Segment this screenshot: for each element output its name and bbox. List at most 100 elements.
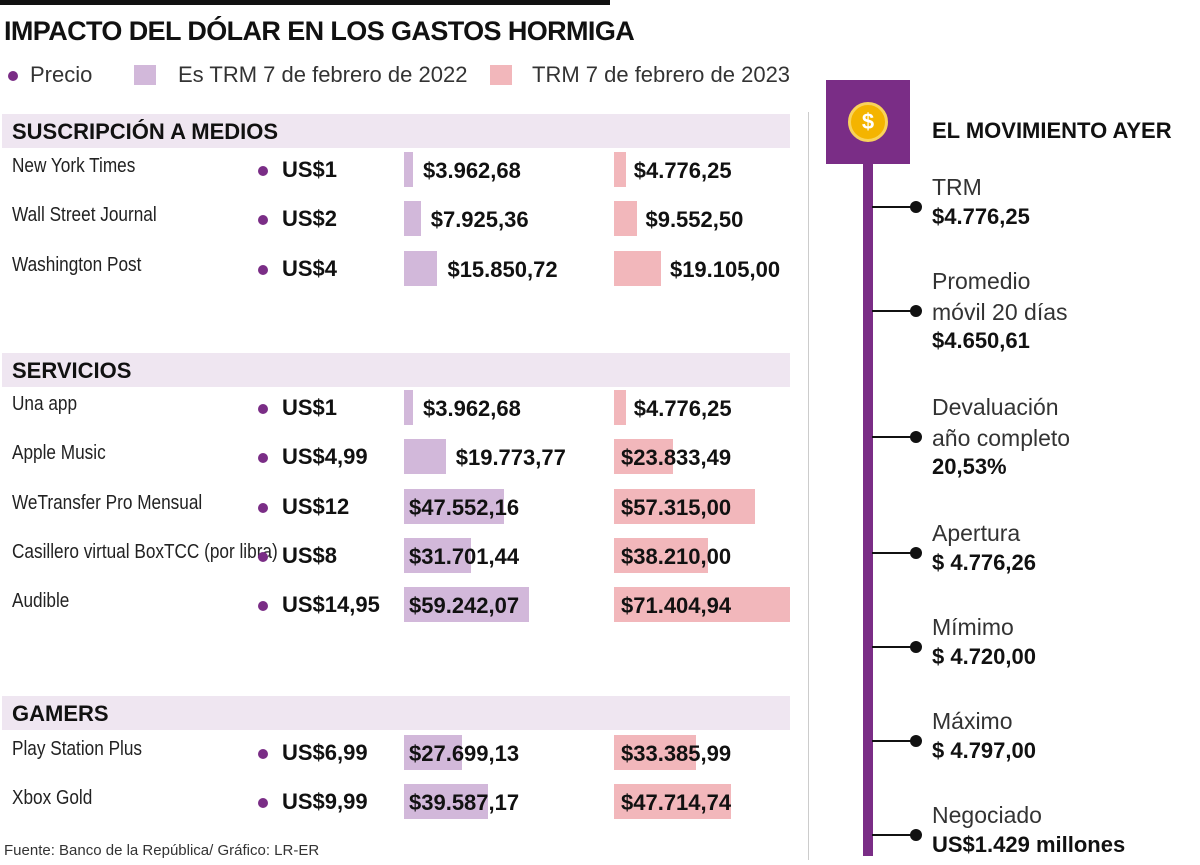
connector-line <box>872 834 916 836</box>
connector-line <box>872 310 916 312</box>
bar-2023 <box>614 439 673 475</box>
row-label: Xbox Gold <box>12 787 93 810</box>
chart-row: Apple Music US$4,99 $19.773,77 $23.833,49 <box>0 438 800 478</box>
bar-2023 <box>614 488 755 524</box>
value-label-2023: $47.714,74 <box>621 790 732 816</box>
value-label-2022: $3.962,68 <box>423 158 521 183</box>
value-label-2023: $71.404,94 <box>621 593 732 619</box>
connector-dot <box>910 735 922 747</box>
chart-row: Washington Post US$4 $15.850,72 $19.105,00 <box>0 250 800 290</box>
chart-row: Una app US$1 $3.962,68 $4.776,25 <box>0 389 800 429</box>
value-label-2022: $31.701,44 <box>409 543 520 569</box>
stat-value: $4.776,25 <box>932 204 1030 229</box>
section-title: SUSCRIPCIÓN A MEDIOS <box>12 119 279 144</box>
bar-2023 <box>614 201 638 237</box>
row-price: US$4 <box>282 255 338 281</box>
stat-label: Promedio móvil 20 días <box>932 268 1068 325</box>
row-label: Apple Music <box>12 442 106 465</box>
bar-2023 <box>614 390 626 425</box>
coin-box: $ <box>826 80 910 164</box>
stat-label: Apertura <box>932 520 1021 546</box>
row-price: US$4,99 <box>282 444 368 470</box>
chart-row: Audible US$14,95 $59.242,07 $71.404,94 <box>0 586 800 626</box>
value-label-2022: $27.699,13 <box>409 741 520 766</box>
stat-value: $ 4.797,00 <box>932 738 1036 763</box>
connector-dot <box>910 201 922 213</box>
chart-row: Play Station Plus US$6,99 $27.699,13 $33.38… <box>0 734 800 774</box>
connector-line <box>872 740 916 742</box>
row-label: Wall Street Journal <box>12 204 157 227</box>
stat-label: Mímimo <box>932 614 1014 640</box>
stat-label: Negociado <box>932 802 1042 828</box>
legend-2023-label: TRM 7 de febrero de 2023 <box>532 62 791 87</box>
section-header: SERVICIOS <box>2 353 790 387</box>
stat-label: TRM <box>932 174 982 200</box>
legend-price-dot <box>8 71 18 81</box>
bar-2023 <box>614 152 626 187</box>
row-price: US$1 <box>282 157 338 182</box>
legend-2022-label: Es TRM 7 de febrero de 2022 <box>178 62 468 87</box>
price-dot <box>258 601 268 612</box>
top-rule <box>0 0 610 5</box>
stat-label: Máximo <box>932 708 1013 734</box>
legend-2023-swatch <box>490 65 512 85</box>
stat-value: US$1.429 millones <box>932 832 1126 857</box>
bar-2022 <box>404 537 471 573</box>
value-label-2022: $7.925,36 <box>430 207 529 233</box>
row-label: Audible <box>12 590 70 613</box>
value-label-2022: $59.242,07 <box>409 593 520 619</box>
row-label: WeTransfer Pro Mensual <box>12 491 203 514</box>
price-dot <box>258 749 268 759</box>
price-dot <box>258 502 268 513</box>
section-title: GAMERS <box>12 701 109 726</box>
stat-value: $ 4.776,26 <box>932 550 1036 575</box>
connector-line <box>872 552 916 554</box>
stat-value: $4.650,61 <box>932 328 1030 353</box>
bar-2023 <box>614 537 708 573</box>
bar-2022 <box>404 587 530 623</box>
bar-2023 <box>614 250 661 286</box>
value-label-2022: $19.773,77 <box>455 445 566 471</box>
row-price: US$14,95 <box>282 592 380 618</box>
price-dot <box>258 404 268 414</box>
row-price: US$9,99 <box>282 789 368 815</box>
chart-row: Casillero virtual BoxTCC (por libra) US$8… <box>0 537 800 577</box>
value-label-2023: $4.776,25 <box>633 396 732 421</box>
connector-dot <box>910 431 922 443</box>
column-divider <box>808 112 809 860</box>
row-label: Una app <box>12 393 78 415</box>
price-dot <box>258 166 268 176</box>
bar-2023 <box>614 587 790 623</box>
value-label-2023: $4.776,25 <box>633 158 732 183</box>
connector-dot <box>910 547 922 559</box>
stat-value: 20,53% <box>932 454 1007 479</box>
bar-2022 <box>404 439 446 475</box>
row-label: Washington Post <box>12 253 142 276</box>
dollar-coin-icon: $ <box>848 102 888 142</box>
bar-2022 <box>404 784 488 820</box>
value-label-2023: $23.833,49 <box>621 445 732 471</box>
bar-2022 <box>404 250 438 286</box>
section-header: GAMERS <box>2 696 790 730</box>
row-price: US$1 <box>282 395 338 420</box>
value-label-2023: $9.552,50 <box>645 207 744 233</box>
bar-2022 <box>404 735 463 770</box>
sidebar-title: EL MOVIMIENTO AYER <box>932 118 1172 143</box>
value-label-2022: $15.850,72 <box>447 256 558 282</box>
legend-price-label: Precio <box>30 62 93 87</box>
value-label-2023: $57.315,00 <box>621 494 732 520</box>
value-label-2022: $39.587,17 <box>409 790 520 816</box>
value-label-2022: $47.552,16 <box>409 494 520 520</box>
price-dot <box>258 215 268 226</box>
connector-line <box>872 436 916 438</box>
price-dot <box>258 551 268 562</box>
connector-dot <box>910 641 922 653</box>
connector-dot <box>910 305 922 317</box>
section-header: SUSCRIPCIÓN A MEDIOS <box>2 114 790 148</box>
chart-row: New York Times US$1 $3.962,68 $4.776,25 <box>0 151 800 191</box>
stat-label: Devaluación año completo <box>932 394 1071 451</box>
section-title: SERVICIOS <box>12 358 132 383</box>
row-label: Casillero virtual BoxTCC (por libra) <box>12 540 278 563</box>
bar-2022 <box>404 390 413 425</box>
bar-2022 <box>404 488 505 524</box>
